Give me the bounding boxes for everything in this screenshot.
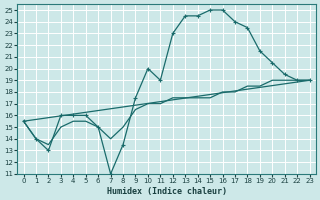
X-axis label: Humidex (Indice chaleur): Humidex (Indice chaleur) [107, 187, 227, 196]
